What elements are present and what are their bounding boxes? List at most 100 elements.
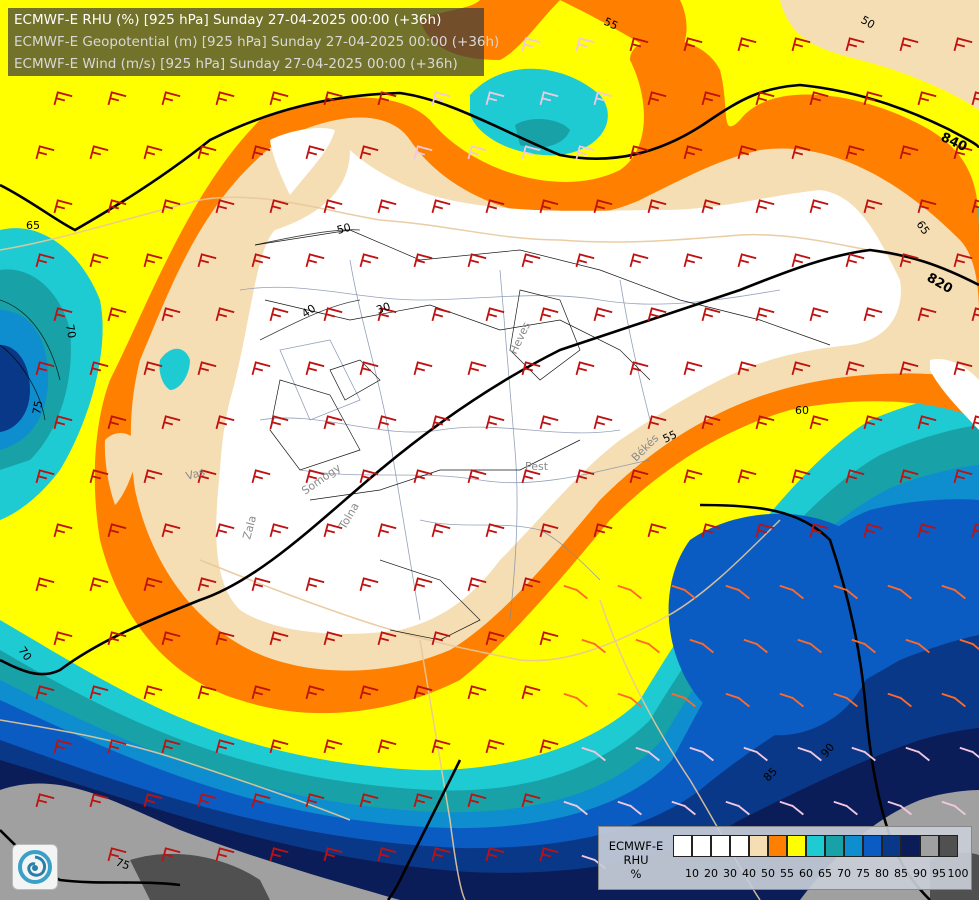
- wind-barb-icon: [161, 739, 181, 754]
- wind-barb-icon: [683, 361, 703, 376]
- legend-tick-label: 100: [947, 867, 969, 880]
- wind-barb-icon: [305, 469, 325, 484]
- wind-barb-icon: [35, 145, 55, 160]
- wind-barb-icon: [413, 469, 433, 484]
- rhu-label-55-east: 55: [661, 428, 679, 446]
- wind-barb-icon: [107, 199, 127, 214]
- wind-barb-icon: [467, 577, 487, 592]
- wind-barb-icon: [917, 199, 937, 214]
- legend-tick-label: 90: [913, 867, 927, 880]
- wind-barb-icon: [251, 469, 271, 484]
- wind-barb-icon: [359, 469, 379, 484]
- wind-barb-icon: [197, 685, 217, 700]
- wind-barb-icon: [269, 523, 289, 538]
- wind-barb-icon: [413, 793, 433, 808]
- wind-barb-icon: [467, 253, 487, 268]
- wind-barb-icon: [791, 469, 811, 484]
- wind-barb-icon: [53, 415, 73, 430]
- wind-barb-icon: [53, 631, 73, 646]
- wind-barb-icon: [791, 361, 811, 376]
- ecmwf-swirl-logo-icon: [12, 844, 58, 890]
- wind-barb-icon: [89, 793, 109, 808]
- wind-barb-icon: [431, 631, 451, 646]
- wind-barb-icon: [575, 253, 595, 268]
- wind-barb-icon: [941, 692, 966, 708]
- wind-barb-icon: [689, 746, 714, 762]
- legend-title-line-2: RHU: [623, 853, 649, 867]
- wind-barb-icon: [797, 638, 822, 654]
- wind-barb-icon: [269, 199, 289, 214]
- wind-barb-icon: [251, 577, 271, 592]
- wind-barb-icon: [899, 469, 919, 484]
- wind-barb-icon: [959, 638, 979, 651]
- wind-barb-icon: [161, 307, 181, 322]
- wind-barb-icon: [359, 793, 379, 808]
- wind-barb-icon: [887, 584, 912, 600]
- wind-barb-icon: [413, 361, 433, 376]
- wind-barb-icon: [701, 307, 721, 322]
- wind-barb-icon: [323, 523, 343, 538]
- wind-barb-icon: [539, 847, 559, 862]
- legend-swatch: [806, 835, 825, 857]
- wind-barb-icon: [359, 145, 379, 160]
- wind-barb-icon: [725, 584, 750, 600]
- wind-barb-icon: [197, 361, 217, 376]
- wind-barb-icon: [629, 37, 649, 52]
- wind-barb-icon: [431, 739, 451, 754]
- legend-tick-label: 20: [704, 867, 718, 880]
- wind-barb-icon: [35, 253, 55, 268]
- wind-barb-icon: [251, 793, 271, 808]
- wind-barb-icon: [539, 91, 559, 106]
- wind-barb-icon: [629, 145, 649, 160]
- wind-barb-icon: [845, 37, 865, 52]
- wind-barb-icon: [797, 746, 822, 762]
- wind-barb-icon: [539, 199, 559, 214]
- wind-barb-icon: [197, 793, 217, 808]
- wind-barb-icon: [305, 361, 325, 376]
- geopotential-820: [0, 248, 979, 676]
- rhu-north-65: [470, 68, 608, 156]
- legend-tick-label: 30: [723, 867, 737, 880]
- wind-barb-icon: [593, 91, 613, 106]
- wind-barb-icon: [617, 692, 642, 708]
- wind-barb-icon: [35, 685, 55, 700]
- wind-barb-icon: [269, 631, 289, 646]
- wind-barb-icon: [485, 307, 505, 322]
- wind-barb-icon: [833, 584, 858, 600]
- wind-barb-icon: [467, 793, 487, 808]
- rhu-band-50-northeast: [780, 0, 979, 110]
- wind-barb-icon: [791, 37, 811, 52]
- wind-barb-icon: [725, 800, 750, 816]
- rhu-dry-pocket-north: [270, 128, 335, 195]
- wind-barb-icon: [215, 847, 235, 862]
- wind-barb-icon: [377, 847, 397, 862]
- wind-barb-icon: [377, 91, 397, 106]
- wind-barb-icon: [143, 361, 163, 376]
- wind-barb-icon: [35, 793, 55, 808]
- rhu-color-legend: ECMWF-E RHU % 10 20 30 40 50 55 60 65 70 75 80 85 90…: [598, 826, 972, 890]
- wind-barb-icon: [197, 145, 217, 160]
- title-rhu: ECMWF-E RHU (%) [925 hPa] Sunday 27-04-2…: [14, 12, 442, 28]
- wind-barb-icon: [701, 91, 721, 106]
- wind-barb-icon: [89, 253, 109, 268]
- wind-barb-icon: [887, 800, 912, 816]
- wind-barb-icon: [53, 91, 73, 106]
- wind-barb-icon: [53, 307, 73, 322]
- wind-barb-icon: [521, 685, 541, 700]
- wind-barb-icon: [485, 739, 505, 754]
- wind-barb-icon: [89, 685, 109, 700]
- wind-barb-icon: [755, 307, 775, 322]
- wind-barb-icon: [863, 307, 883, 322]
- place-label-zala: Zala: [240, 514, 259, 541]
- wind-barb-icon: [413, 685, 433, 700]
- wind-barb-icon: [647, 91, 667, 106]
- wind-barb-icon: [563, 584, 588, 600]
- wind-barb-icon: [779, 692, 804, 708]
- wind-barb-icon: [143, 253, 163, 268]
- wind-barb-icon: [683, 469, 703, 484]
- wind-barb-icon: [431, 415, 451, 430]
- wind-barb-icon: [485, 415, 505, 430]
- wind-barb-icon: [107, 631, 127, 646]
- wind-barb-icon: [161, 91, 181, 106]
